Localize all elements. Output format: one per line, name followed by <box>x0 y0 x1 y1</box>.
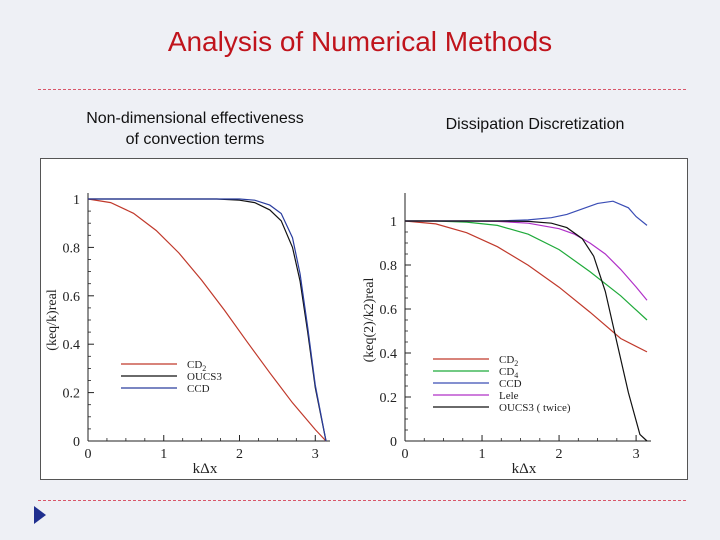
chart2-ytick-label: 1 <box>390 215 397 230</box>
figure-box: 0 0.2 0.4 0.6 0.8 1 0 1 2 3 kΔx (keq/k)real CD2 OUCS3… <box>40 158 688 480</box>
chart1-ytick-label: 0.2 <box>63 387 81 402</box>
chart2-legend-label: Lele <box>499 390 519 402</box>
chart1-xtick-label: 0 <box>85 447 92 462</box>
chart1-series-ccd <box>88 198 327 442</box>
chart1-ytick-label: 0.8 <box>63 241 81 256</box>
chart2-legend-label: CCD <box>499 378 522 390</box>
chart2-ytick-label: 0 <box>390 435 397 450</box>
chart2-series-oucs3-twice- <box>405 220 648 442</box>
chart1-ytick-label: 0 <box>73 435 80 450</box>
left-panel-title: Non-dimensional effectiveness of convect… <box>86 110 304 148</box>
chart2-xtick-label: 2 <box>556 447 563 462</box>
chart2-ylabel: (keq(2)/k2)real <box>362 278 377 363</box>
chart2-legend-label: OUCS3 ( twice) <box>499 402 571 414</box>
chart2-legend-label: CD4 <box>499 366 518 380</box>
chart2-ytick-label: 0.6 <box>380 303 398 318</box>
chart1-xtick-label: 1 <box>160 447 167 462</box>
chart1-series-oucs3 <box>88 198 327 442</box>
top-divider <box>38 89 686 90</box>
chart2-legend-label: CD2 <box>499 354 518 368</box>
chart2-xlabel: kΔx <box>512 461 537 477</box>
chart1-ytick-label: 0.6 <box>63 290 81 305</box>
chart2-xtick-label: 3 <box>633 447 640 462</box>
chart1-xtick-label: 2 <box>236 447 243 462</box>
chart1-xtick-label: 3 <box>312 447 319 462</box>
slide-title: Analysis of Numerical Methods <box>167 26 553 57</box>
chart1-legend-label: OUCS3 <box>187 371 222 383</box>
chart2-ytick-label: 0.4 <box>380 347 398 362</box>
chart1-series-cd2 <box>87 198 327 442</box>
charts-svg: 00.20.40.60.810 1 2 3kΔx(keq/k)realCD2OUCS3… <box>45 193 651 477</box>
chart2-xtick-label: 0 <box>402 447 409 462</box>
chart2-series-cd2 <box>404 220 648 353</box>
chart1-ytick-label: 0.4 <box>63 338 81 353</box>
right-panel-title: Dissipation Discretization <box>445 116 625 133</box>
triangle-right-icon[interactable] <box>34 506 46 524</box>
chart1-ylabel: (keq/k)real <box>45 289 60 351</box>
chart2-xtick-label: 1 <box>479 447 486 462</box>
chart1-legend-label: CCD <box>187 383 210 395</box>
chart1-xlabel: kΔx <box>193 461 218 477</box>
chart1-legend-label: CD2 <box>187 359 206 373</box>
chart2-ytick-label: 0.8 <box>380 259 398 274</box>
chart2-series-cd4 <box>405 220 648 321</box>
bottom-divider <box>38 500 686 501</box>
chart2-ytick-label: 0.2 <box>380 391 398 406</box>
chart1-ytick-label: 1 <box>73 193 80 208</box>
